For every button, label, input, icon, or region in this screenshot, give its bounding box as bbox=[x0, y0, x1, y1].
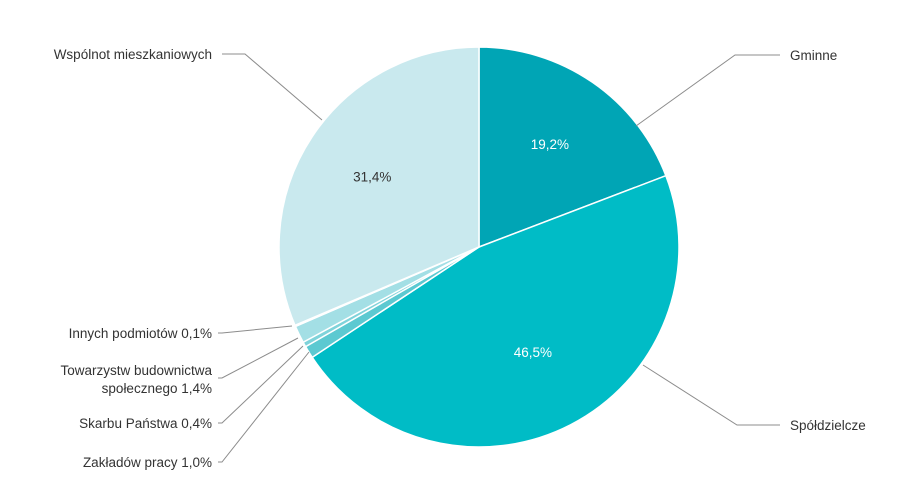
slice-value-label: 46,5% bbox=[514, 345, 552, 360]
slice-label-innych-podmiotow: Innych podmiotów 0,1% bbox=[69, 326, 212, 341]
leader-line bbox=[642, 364, 780, 426]
slice-label-towarzystw-budownictwa-spolecznego: Towarzystw budownictwa społecznego 1,4% bbox=[60, 363, 212, 396]
leader-line bbox=[218, 345, 304, 424]
pie-slice-spoldzielcze bbox=[311, 174, 680, 448]
leader-line bbox=[222, 53, 323, 121]
pie-value-labels: 19,2% 46,5% 31,4% bbox=[353, 137, 569, 360]
pie-slice-gminne bbox=[478, 46, 667, 249]
pie-slices bbox=[278, 46, 680, 448]
leader-line bbox=[218, 351, 310, 463]
slice-value-label: 31,4% bbox=[353, 169, 391, 184]
leader-line bbox=[635, 54, 780, 127]
slice-labels: Gminne Spółdzielcze Zakładów pracy 1,0% Ska… bbox=[54, 47, 866, 470]
slice-value-label: 19,2% bbox=[531, 137, 569, 152]
leader-line bbox=[218, 337, 299, 379]
slice-label-gminne: Gminne bbox=[790, 48, 837, 63]
leader-line bbox=[218, 325, 293, 334]
slice-label-zakladow-pracy: Zakładów pracy 1,0% bbox=[83, 455, 212, 470]
leader-lines bbox=[218, 53, 780, 463]
pie-slice-wspolnot-mieszkaniowych bbox=[278, 46, 480, 327]
slice-label-spoldzielcze: Spółdzielcze bbox=[790, 418, 866, 433]
slice-label-skarbu-panstwa: Skarbu Państwa 0,4% bbox=[79, 416, 212, 431]
slice-label-wspolnot-mieszkaniowych: Wspólnot mieszkaniowych bbox=[54, 47, 212, 62]
